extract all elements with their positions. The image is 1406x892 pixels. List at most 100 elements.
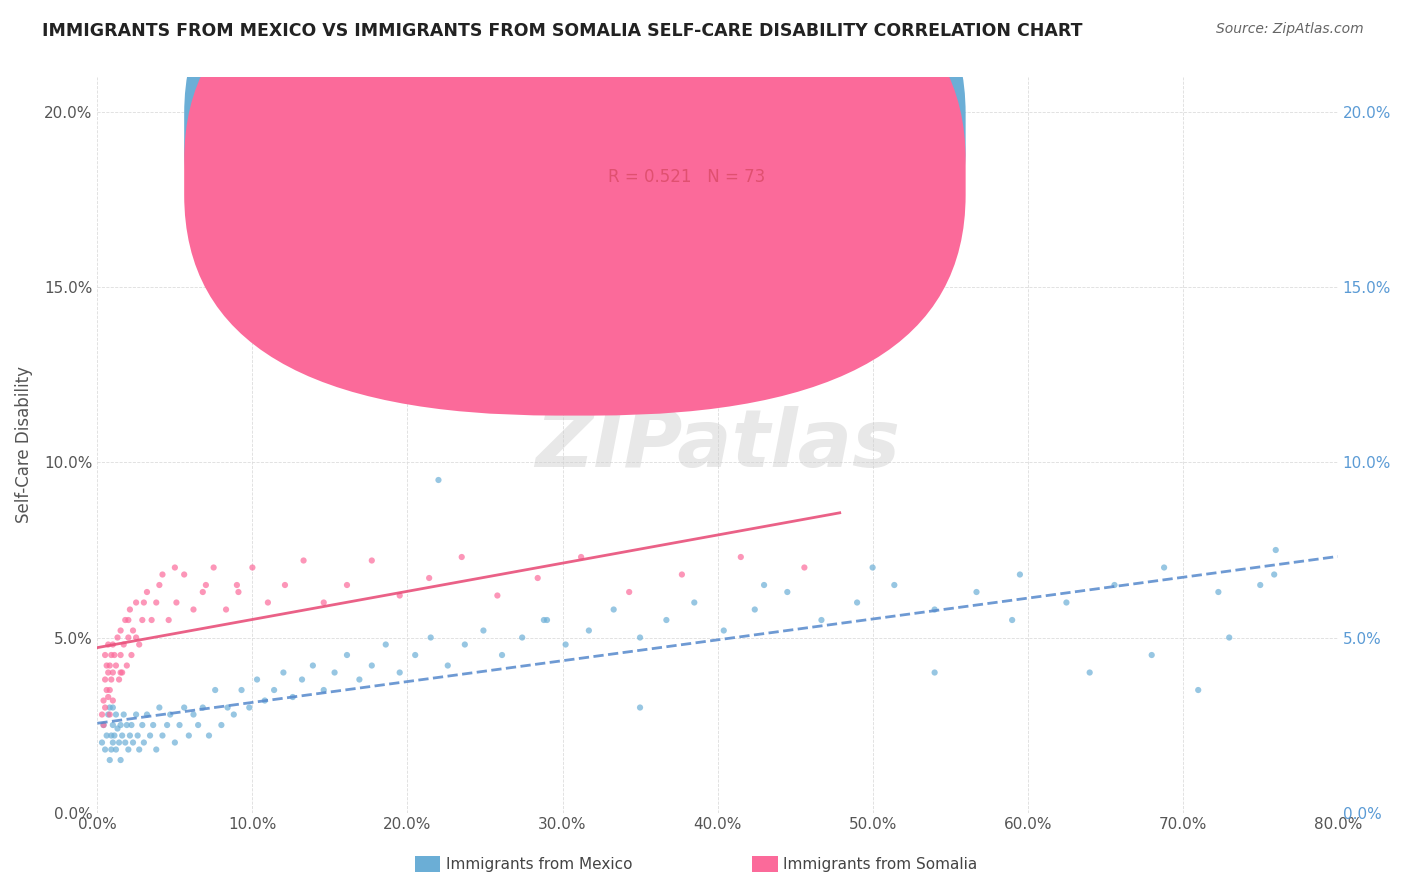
Point bbox=[323, 665, 346, 680]
Point bbox=[125, 631, 148, 645]
Text: Immigrants from Somalia: Immigrants from Somalia bbox=[783, 857, 977, 871]
Point bbox=[191, 700, 214, 714]
Point bbox=[231, 683, 253, 698]
Point bbox=[159, 707, 181, 722]
Point bbox=[281, 690, 304, 704]
Text: R = 0.413   N = 113: R = 0.413 N = 113 bbox=[609, 122, 776, 140]
Point bbox=[118, 602, 141, 616]
Point bbox=[97, 690, 120, 704]
Point bbox=[628, 700, 651, 714]
Point bbox=[103, 729, 125, 743]
Text: Source: ZipAtlas.com: Source: ZipAtlas.com bbox=[1216, 22, 1364, 37]
Point bbox=[111, 665, 134, 680]
Point bbox=[924, 665, 946, 680]
Point bbox=[163, 735, 186, 749]
Point bbox=[427, 473, 450, 487]
Point bbox=[1001, 613, 1024, 627]
Point bbox=[117, 613, 139, 627]
Point bbox=[125, 707, 148, 722]
Point bbox=[491, 648, 513, 662]
Point bbox=[628, 631, 651, 645]
Text: ZIPatlas: ZIPatlas bbox=[536, 406, 900, 484]
Point bbox=[163, 560, 186, 574]
Point bbox=[101, 638, 124, 652]
Point bbox=[173, 700, 195, 714]
Point bbox=[110, 648, 132, 662]
Point bbox=[810, 613, 832, 627]
Point bbox=[1140, 648, 1163, 662]
Point bbox=[98, 700, 121, 714]
Point bbox=[114, 735, 136, 749]
Point bbox=[96, 658, 118, 673]
Point bbox=[101, 718, 124, 732]
Point bbox=[966, 585, 988, 599]
Point bbox=[110, 753, 132, 767]
Point bbox=[91, 735, 114, 749]
Point bbox=[450, 549, 472, 564]
Point bbox=[115, 658, 138, 673]
Point bbox=[204, 683, 226, 698]
Point bbox=[117, 742, 139, 756]
Point bbox=[111, 729, 134, 743]
Point bbox=[110, 665, 132, 680]
Point bbox=[312, 683, 335, 698]
Text: Immigrants from Mexico: Immigrants from Mexico bbox=[446, 857, 633, 871]
Text: R = 0.521   N = 73: R = 0.521 N = 73 bbox=[609, 169, 766, 186]
Point bbox=[93, 718, 115, 732]
Point bbox=[97, 707, 120, 722]
Point bbox=[93, 693, 115, 707]
Point bbox=[101, 735, 124, 749]
Point bbox=[122, 624, 145, 638]
Point bbox=[136, 707, 159, 722]
Point bbox=[533, 613, 555, 627]
Point bbox=[222, 707, 245, 722]
Point bbox=[263, 683, 285, 698]
Point bbox=[510, 631, 533, 645]
Point bbox=[173, 567, 195, 582]
Point bbox=[1054, 595, 1077, 609]
Point bbox=[127, 729, 149, 743]
Point bbox=[187, 718, 209, 732]
Point bbox=[671, 567, 693, 582]
Point bbox=[194, 578, 217, 592]
Point bbox=[302, 658, 325, 673]
Point bbox=[110, 718, 132, 732]
Point bbox=[336, 578, 359, 592]
Text: IMMIGRANTS FROM MEXICO VS IMMIGRANTS FROM SOMALIA SELF-CARE DISABILITY CORRELATI: IMMIGRANTS FROM MEXICO VS IMMIGRANTS FRO… bbox=[42, 22, 1083, 40]
Point bbox=[122, 735, 145, 749]
Point bbox=[94, 673, 117, 687]
FancyBboxPatch shape bbox=[184, 0, 966, 416]
Point bbox=[110, 624, 132, 638]
Point bbox=[388, 589, 411, 603]
Point bbox=[924, 602, 946, 616]
Point bbox=[104, 658, 127, 673]
Point bbox=[419, 631, 441, 645]
Point bbox=[683, 595, 706, 609]
Point bbox=[107, 722, 129, 736]
Point bbox=[183, 602, 205, 616]
Point bbox=[1208, 585, 1230, 599]
Point bbox=[108, 673, 131, 687]
Point bbox=[132, 735, 155, 749]
Point bbox=[131, 613, 153, 627]
Point bbox=[157, 613, 180, 627]
Point bbox=[1218, 631, 1240, 645]
Point bbox=[253, 693, 276, 707]
Point bbox=[169, 718, 191, 732]
Point bbox=[148, 700, 170, 714]
Point bbox=[148, 578, 170, 592]
Point bbox=[101, 665, 124, 680]
FancyBboxPatch shape bbox=[184, 0, 966, 369]
Point bbox=[291, 673, 314, 687]
Point bbox=[1008, 567, 1031, 582]
Point bbox=[152, 567, 174, 582]
Point bbox=[115, 718, 138, 732]
Point bbox=[114, 613, 136, 627]
Point bbox=[793, 560, 815, 574]
Point bbox=[128, 742, 150, 756]
Point bbox=[1104, 578, 1126, 592]
Point bbox=[578, 624, 600, 638]
Point bbox=[97, 665, 120, 680]
Point bbox=[418, 571, 440, 585]
Point bbox=[312, 595, 335, 609]
